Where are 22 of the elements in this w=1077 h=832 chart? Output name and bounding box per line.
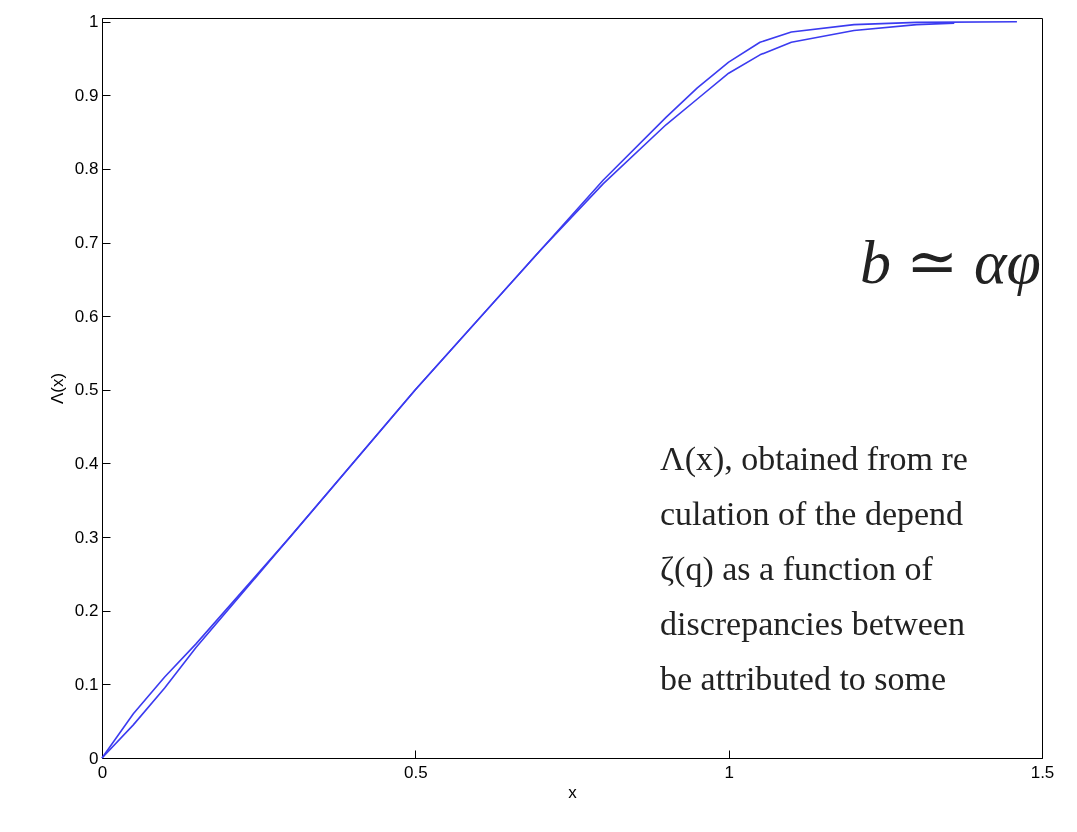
x-tick-label: 1 bbox=[724, 762, 734, 782]
y-tick-label: 1 bbox=[89, 12, 99, 32]
x-tick-label: 1.5 bbox=[1030, 762, 1055, 782]
x-axis-title: x bbox=[568, 782, 578, 802]
y-axis-title: Λ(x) bbox=[47, 372, 67, 405]
y-tick-label: 0.7 bbox=[74, 233, 99, 253]
annotation: Λ(x), obtained from re bbox=[660, 440, 968, 478]
annotation: b ≃ αφ bbox=[860, 227, 1041, 298]
annotation: ζ(q) as a function of bbox=[660, 550, 933, 588]
y-tick-label: 0.2 bbox=[74, 601, 99, 621]
y-tick-label: 0.1 bbox=[74, 674, 99, 694]
y-tick-label: 0.3 bbox=[74, 527, 99, 547]
y-tick-label: 0.9 bbox=[74, 85, 99, 105]
y-tick-label: 0.6 bbox=[74, 306, 99, 326]
y-tick-label: 0.5 bbox=[74, 380, 99, 400]
annotation: culation of the depend bbox=[660, 495, 964, 533]
y-tick-label: 0.8 bbox=[74, 159, 99, 179]
x-tick-label: 0.5 bbox=[404, 762, 428, 782]
annotation: discrepancies between bbox=[660, 605, 965, 643]
y-tick-label: 0.4 bbox=[74, 453, 99, 473]
annotation: be attributed to some bbox=[660, 660, 947, 698]
y-tick-label: 0 bbox=[89, 748, 99, 768]
